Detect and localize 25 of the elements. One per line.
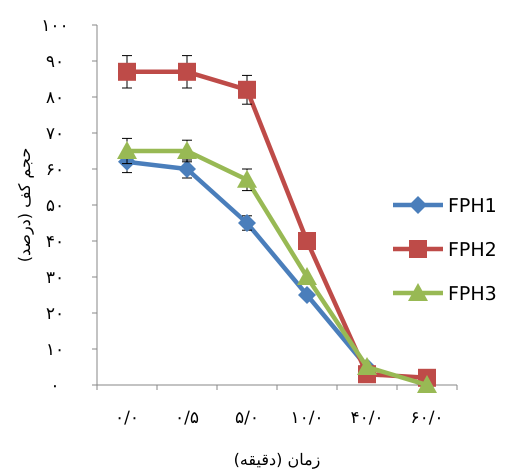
x-tick-label: ۰/۰ (115, 408, 139, 428)
y-axis-title: حجم کف (درصد) (15, 148, 34, 262)
x-tick-label: ۱۰/۰ (290, 408, 324, 428)
y-tick-label: ۹۰ (46, 52, 64, 72)
x-tick-label: ۶۰/۰ (410, 408, 444, 428)
y-tick-label: ۷۰ (46, 124, 64, 144)
legend-label: FPH2 (448, 239, 497, 261)
x-tick-label: ۰/۵ (175, 408, 199, 428)
x-tick-label: ۵/۰ (235, 408, 259, 428)
point (118, 62, 136, 81)
y-tick-label: ۳۰ (46, 268, 64, 288)
y-tick-label: ۴۰ (46, 232, 64, 252)
y-tick-label: ۵۰ (46, 196, 64, 216)
x-tick-label: ۴۰/۰ (350, 408, 384, 428)
x-axis-title: زمان (دقیقه) (234, 450, 320, 469)
y-tick-label: ۸۰ (46, 88, 64, 108)
legend-label: FPH1 (448, 195, 497, 217)
point (238, 80, 256, 99)
y-tick-label: ۰ (50, 376, 60, 396)
y-tick-label: ۱۰ (46, 340, 64, 360)
y-tick-label: ۶۰ (46, 160, 64, 180)
legend-label: FPH3 (448, 283, 497, 305)
y-tick-label: ۱۰۰ (41, 16, 69, 36)
point (178, 62, 196, 81)
y-tick-label: ۲۰ (46, 304, 64, 324)
